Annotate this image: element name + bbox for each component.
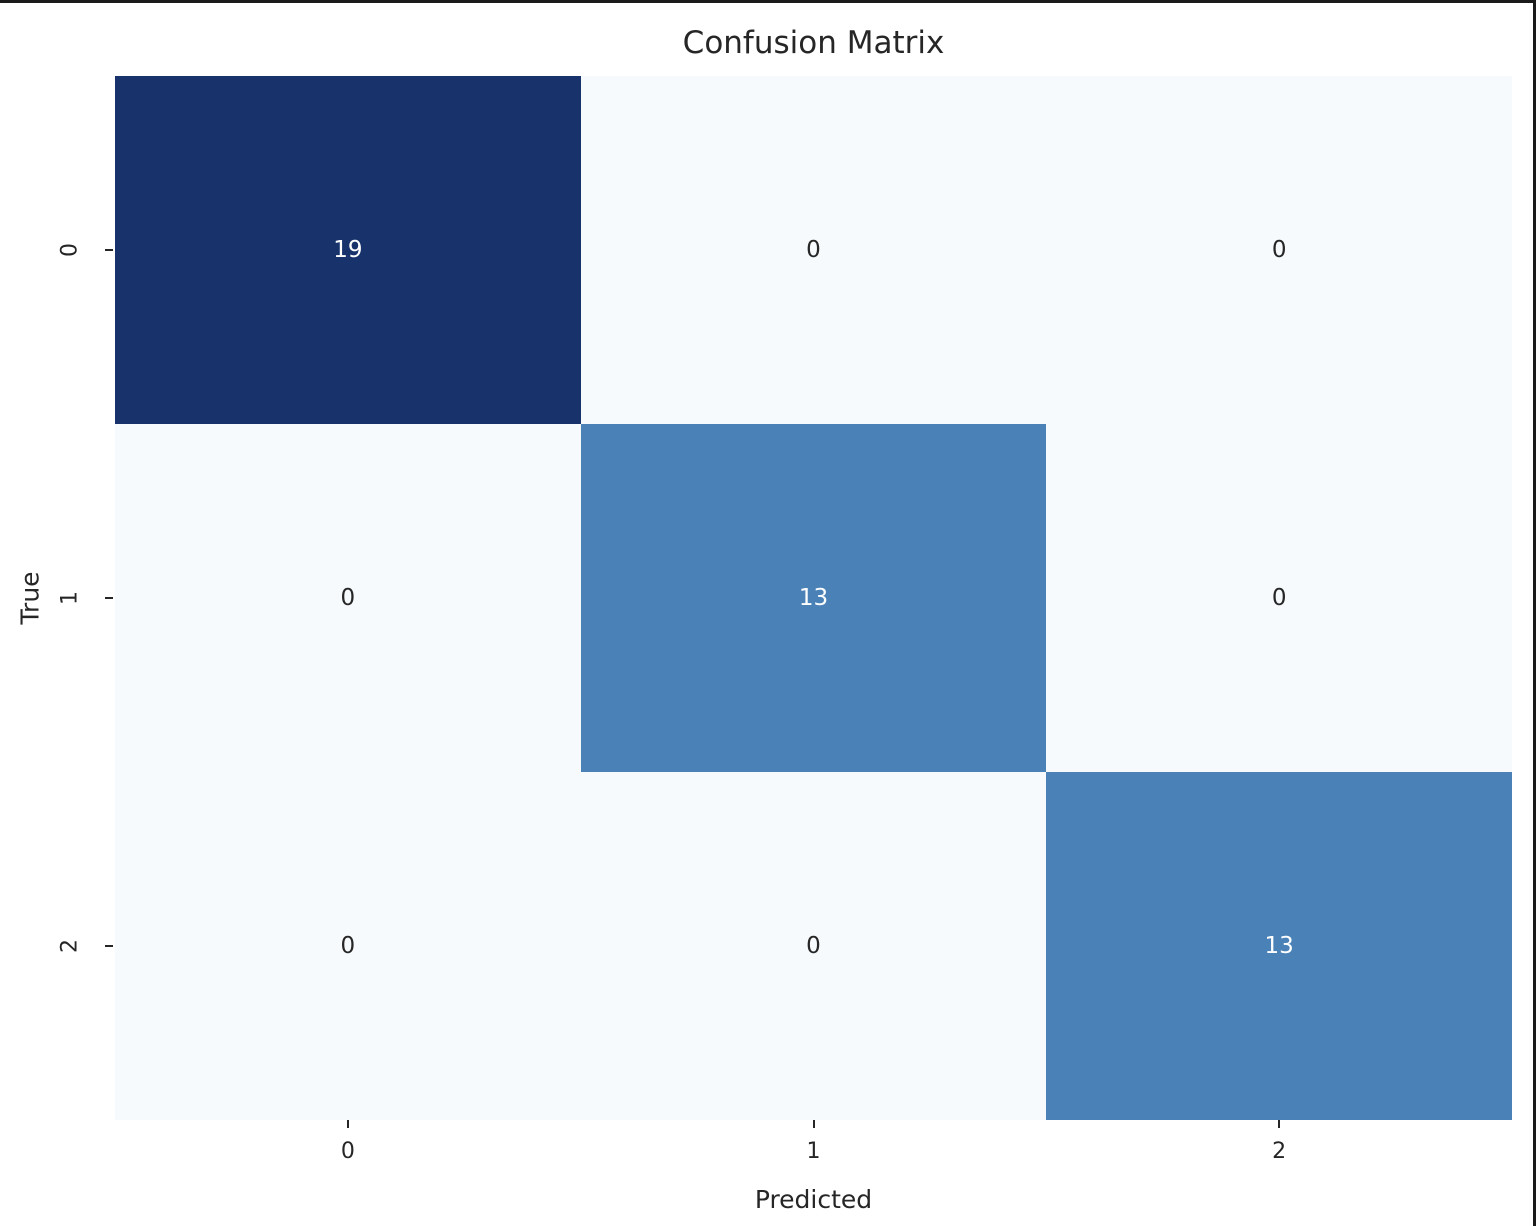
heatmap-cell-2-1: 0	[580, 772, 1047, 1120]
y-tick-label-0: 0	[57, 243, 83, 257]
x-tick-label-1: 1	[806, 1139, 821, 1164]
x-tick-mark	[1278, 1120, 1281, 1128]
heatmap-cell-1-1: 13	[580, 424, 1047, 772]
y-axis-label: True	[15, 571, 45, 625]
heatmap-cell-0-2: 0	[1046, 76, 1512, 424]
x-tick-label-2: 2	[1272, 1139, 1287, 1164]
y-tick-label-2: 2	[57, 939, 83, 953]
y-tick-mark	[105, 945, 113, 947]
heatmap-cell-1-2: 0	[1046, 424, 1512, 772]
x-tick-mark	[812, 1120, 815, 1128]
heatmap-cell-1-0: 0	[115, 424, 581, 772]
heatmap-cell-2-2: 13	[1046, 772, 1512, 1120]
x-axis-label: Predicted	[754, 1185, 873, 1214]
y-tick-label-1: 1	[57, 591, 83, 605]
y-tick-mark	[105, 597, 113, 599]
x-tick-label-0: 0	[340, 1139, 355, 1164]
y-tick-mark	[105, 249, 113, 251]
heatmap-cell-0-1: 0	[580, 76, 1047, 424]
chart-title: Confusion Matrix	[682, 25, 945, 61]
heatmap-cell-2-0: 0	[115, 772, 581, 1120]
heatmap-cell-0-0: 19	[115, 76, 581, 424]
x-tick-mark	[346, 1120, 349, 1128]
heatmap-plot-area: 19 0 0 0 13 0 0 0 13	[115, 76, 1512, 1120]
